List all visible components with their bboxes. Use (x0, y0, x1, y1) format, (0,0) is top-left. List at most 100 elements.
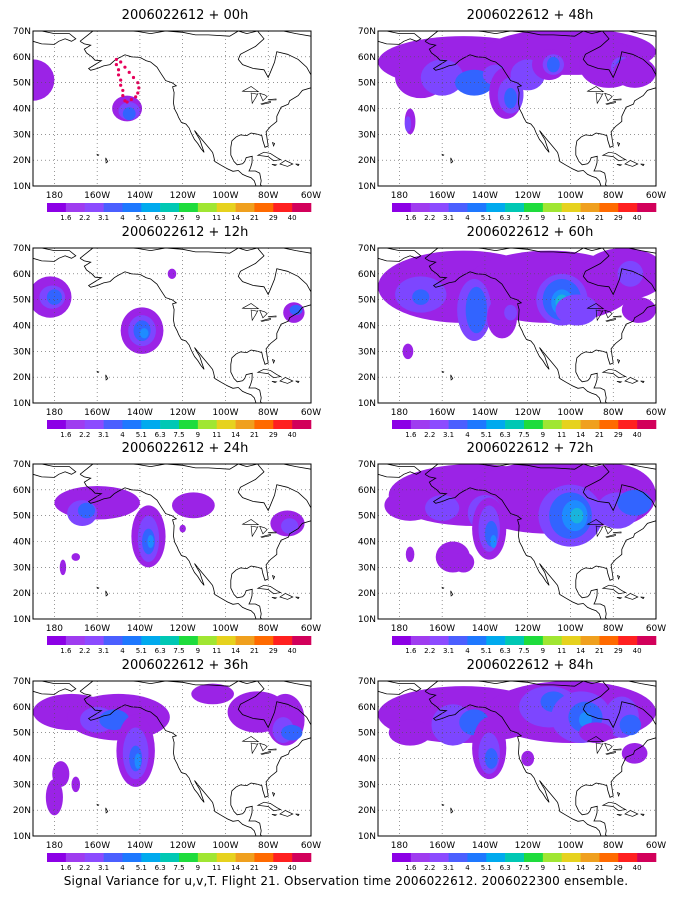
colorbar-label: 2.2 (79, 214, 90, 222)
coastline (628, 31, 656, 37)
colorbar-swatch (486, 636, 506, 645)
island (279, 376, 294, 384)
colorbar-swatch (47, 636, 67, 645)
variance-region (147, 535, 154, 548)
colorbar-swatch (561, 636, 581, 645)
colorbar-swatch (197, 636, 218, 645)
lon-tick-label: 80W (258, 191, 278, 201)
lat-tick-label: 10N (358, 615, 376, 625)
variance-region (619, 714, 642, 736)
lat-tick-label: 30N (13, 347, 31, 357)
coastline (283, 681, 311, 687)
colorbar-label: 40 (288, 431, 297, 439)
colorbar-swatch (505, 853, 525, 862)
lon-tick-label: 120W (170, 191, 196, 201)
colorbar-label: 9 (541, 647, 545, 655)
lat-tick-label: 60N (13, 486, 31, 496)
lon-tick-label: 80W (603, 191, 623, 201)
lon-tick-label: 140W (127, 408, 153, 418)
colorbar-label: 3.1 (443, 431, 454, 439)
lon-tick-label: 60W (301, 624, 321, 634)
lon-tick-label: 120W (170, 408, 196, 418)
variance-region (621, 297, 656, 323)
lat-tick-label: 40N (13, 105, 31, 115)
lon-tick-label: 140W (127, 841, 153, 851)
coastline (628, 248, 656, 254)
colorbar-swatch (273, 420, 293, 429)
colorbar-swatch (580, 420, 600, 429)
lon-tick-label: 60W (646, 841, 666, 851)
variance-region (384, 489, 436, 521)
island (295, 380, 300, 384)
colorbar-swatch (235, 203, 255, 212)
colorbar-label: 21 (595, 431, 604, 439)
colorbar-label: 4 (120, 864, 125, 872)
colorbar-label: 5.1 (136, 647, 147, 655)
map-panel-24h: 10N 20N 30N 40N 50N 60N 70N 180 160W 140W 120W 100W… (13, 460, 321, 655)
colorbar-swatch (160, 853, 180, 862)
coastline (283, 248, 311, 254)
lon-tick-label: 160W (429, 841, 455, 851)
island (271, 596, 278, 599)
colorbar-swatch (197, 420, 218, 429)
colorbar-label: 7.5 (518, 431, 529, 439)
variance-region (579, 722, 614, 744)
lon-tick-label: 180 (391, 624, 408, 634)
coastline (628, 464, 656, 470)
lon-tick-label: 80W (258, 408, 278, 418)
island (441, 586, 445, 589)
island (441, 803, 445, 806)
colorbar-label: 9 (196, 214, 200, 222)
island (601, 801, 627, 812)
coastline (33, 31, 77, 45)
colorbar-swatch (273, 203, 293, 212)
lon-tick-label: 160W (84, 841, 110, 851)
colorbar-label: 11 (557, 647, 566, 655)
panel-title-12h: 2006022612 + 12h (121, 225, 249, 240)
colorbar-label: 1.6 (405, 214, 417, 222)
coastline (378, 464, 422, 478)
colorbar-label: 7.5 (173, 864, 184, 872)
variance-region (281, 518, 299, 534)
colorbar-swatch (216, 853, 236, 862)
great-lake (604, 742, 613, 752)
great-lake (595, 742, 604, 755)
island (295, 596, 300, 600)
great-lake (604, 525, 613, 535)
variance-region (281, 724, 303, 741)
island (271, 792, 276, 798)
colorbar-swatch (197, 853, 218, 862)
lon-tick-label: 120W (170, 841, 196, 851)
variance-region (134, 753, 141, 769)
colorbar-swatch (47, 203, 67, 212)
colorbar-label: 3.1 (443, 647, 454, 655)
colorbar-swatch (392, 420, 412, 429)
colorbar-swatch (84, 853, 104, 862)
colorbar-swatch (65, 853, 86, 862)
lon-tick-label: 60W (646, 191, 666, 201)
great-lake (613, 98, 622, 101)
lat-tick-label: 50N (358, 296, 376, 306)
variance-region (33, 59, 55, 101)
lon-tick-label: 140W (127, 191, 153, 201)
colorbar-label: 40 (288, 864, 297, 872)
great-lake (595, 92, 604, 105)
island (271, 142, 276, 148)
lat-tick-label: 50N (358, 512, 376, 522)
great-lake (268, 531, 277, 534)
island (616, 380, 623, 383)
colorbar-swatch (292, 420, 312, 429)
island (601, 151, 627, 162)
colorbar-label: 5.1 (481, 647, 492, 655)
lat-tick-label: 20N (358, 806, 376, 816)
coastline (79, 464, 311, 619)
lat-tick-label: 10N (358, 832, 376, 842)
colorbar-swatch (448, 420, 468, 429)
lat-tick-label: 60N (13, 270, 31, 280)
flight-track-point (114, 57, 118, 62)
colorbar-swatch (141, 420, 161, 429)
lon-tick-label: 120W (515, 408, 541, 418)
colorbar-label: 5.1 (481, 864, 492, 872)
colorbar-swatch (542, 853, 563, 862)
variance-region (504, 87, 517, 109)
